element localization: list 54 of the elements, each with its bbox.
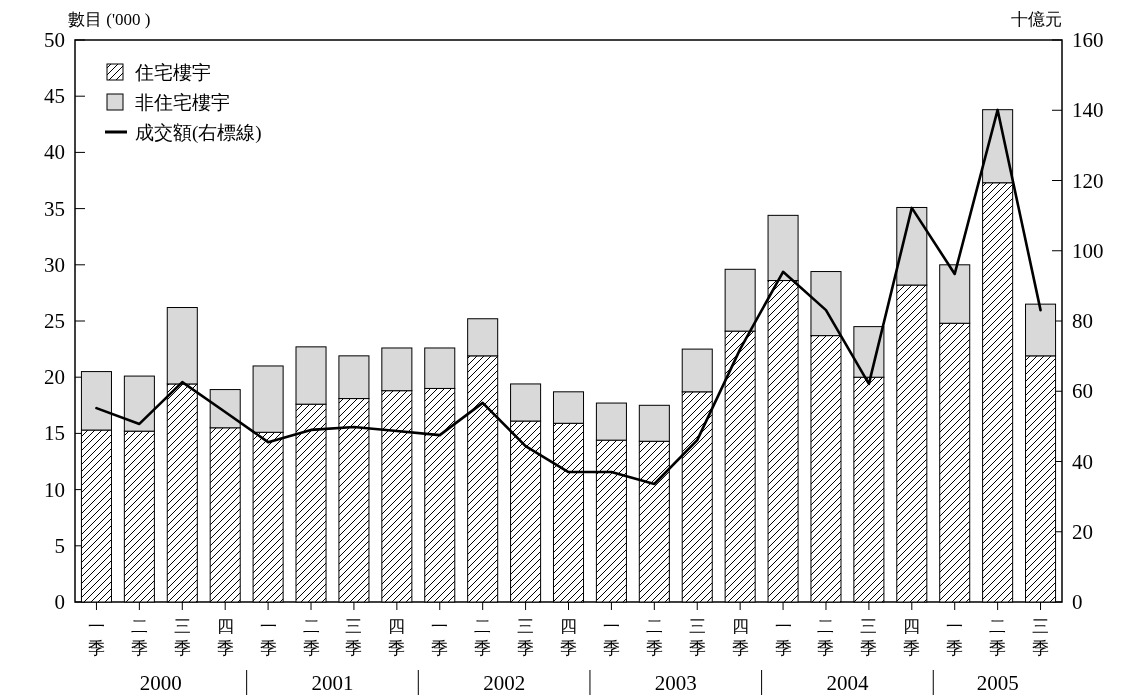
y2-tick-label: 0 bbox=[1072, 590, 1083, 614]
x-tick-label: 二季 bbox=[130, 617, 148, 658]
y-tick-label: 35 bbox=[44, 196, 65, 221]
x-tick-label: 三季 bbox=[173, 617, 191, 658]
x-tick-label: 二季 bbox=[474, 617, 492, 658]
x-tick-label: 三季 bbox=[688, 617, 706, 658]
y2-tick-label: 160 bbox=[1072, 28, 1104, 52]
y-tick-label: 50 bbox=[44, 28, 65, 52]
legend-label: 住宅樓宇 bbox=[134, 62, 211, 83]
x-tick-label: 四季 bbox=[560, 617, 577, 658]
legend-label: 成交額(右標線) bbox=[135, 122, 262, 144]
y-axis-title: 數目 ('000 ) bbox=[68, 10, 151, 29]
text: 2004 bbox=[826, 671, 869, 695]
text: 2001 bbox=[311, 671, 354, 695]
y-tick-label: 5 bbox=[54, 533, 65, 558]
x-tick-label: 二季 bbox=[645, 617, 663, 658]
x-tick-label: 四季 bbox=[731, 617, 749, 658]
x-tick-label: 四季 bbox=[388, 617, 406, 658]
x-tick-label: 四季 bbox=[903, 617, 921, 658]
y2-tick-label: 120 bbox=[1072, 168, 1104, 193]
x-tick-label: 四季 bbox=[216, 617, 234, 658]
x-tick-label: 二季 bbox=[302, 617, 320, 658]
x-tick-label: 一季 bbox=[774, 617, 792, 658]
x-tick-label: 二季 bbox=[989, 617, 1007, 658]
y-tick-label: 45 bbox=[44, 84, 65, 109]
y2-axis-title: 十億元 bbox=[1011, 10, 1062, 29]
x-tick-label: 二季 bbox=[817, 617, 835, 658]
y-tick-label: 30 bbox=[44, 252, 65, 277]
text: 2002 bbox=[483, 671, 526, 695]
y-tick-label: 15 bbox=[44, 421, 65, 446]
x-tick-label: 三季 bbox=[345, 617, 363, 658]
y2-tick-label: 40 bbox=[1072, 449, 1093, 474]
text: 2003 bbox=[654, 671, 697, 695]
y-tick-label: 25 bbox=[44, 309, 65, 333]
x-tick-label: 一季 bbox=[946, 617, 964, 658]
text: 2005 bbox=[976, 671, 1019, 695]
x-tick-label: 一季 bbox=[259, 617, 277, 658]
x-tick-label: 三季 bbox=[1032, 617, 1050, 658]
y-tick-label: 40 bbox=[44, 140, 65, 165]
y2-tick-label: 60 bbox=[1072, 379, 1093, 404]
y-tick-label: 0 bbox=[54, 590, 65, 614]
x-tick-label: 一季 bbox=[431, 617, 449, 658]
y2-tick-label: 100 bbox=[1072, 238, 1104, 263]
y2-tick-label: 20 bbox=[1072, 519, 1093, 544]
x-tick-label: 三季 bbox=[517, 617, 535, 658]
legend-label: 非住宅樓宇 bbox=[135, 92, 230, 113]
y2-tick-label: 140 bbox=[1072, 98, 1104, 123]
x-tick-label: 三季 bbox=[860, 617, 878, 658]
y-tick-label: 10 bbox=[44, 477, 65, 502]
y2-tick-label: 80 bbox=[1072, 309, 1093, 333]
y-tick-label: 20 bbox=[44, 365, 65, 390]
x-tick-label: 一季 bbox=[602, 617, 620, 658]
x-tick-label: 一季 bbox=[87, 617, 105, 658]
text: 2000 bbox=[139, 671, 182, 695]
